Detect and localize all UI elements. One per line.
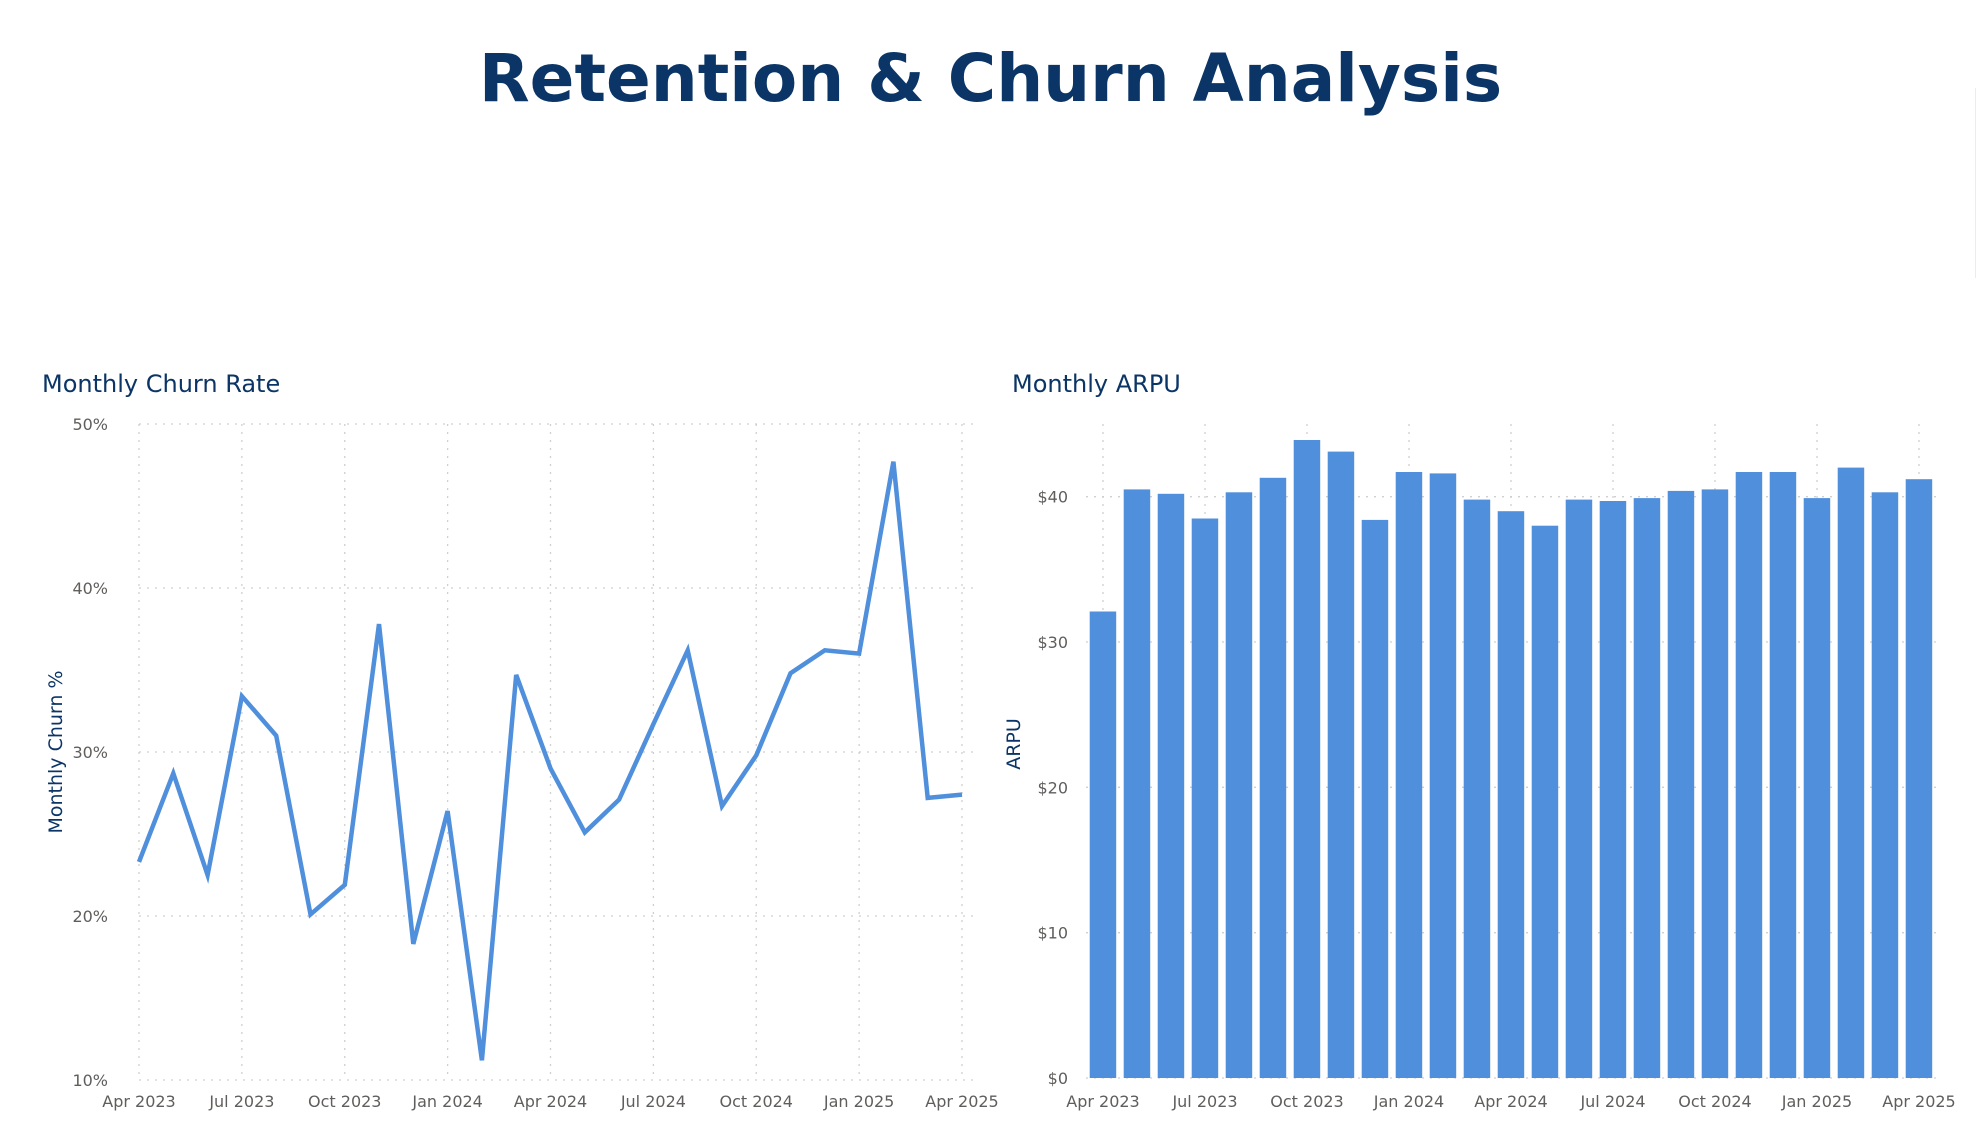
x-tick-label: Jan 2025 <box>1781 1092 1852 1111</box>
x-tick-label: Oct 2024 <box>720 1092 793 1111</box>
arpu-bar <box>1191 518 1219 1078</box>
arpu-bar <box>1565 499 1593 1079</box>
x-tick-label: Jan 2024 <box>411 1092 482 1111</box>
page-title: Retention & Churn Analysis <box>478 40 1503 117</box>
x-tick-label: Oct 2023 <box>1270 1092 1343 1111</box>
x-tick-label: Jul 2023 <box>1171 1092 1237 1111</box>
x-tick-label: Jan 2024 <box>1373 1092 1444 1111</box>
x-tick-label: Apr 2023 <box>1066 1092 1139 1111</box>
x-tick-label: Apr 2024 <box>1474 1092 1547 1111</box>
arpu-bar <box>1293 440 1321 1078</box>
x-tick-label: Apr 2025 <box>1882 1092 1955 1111</box>
panel-divider <box>1975 88 1976 278</box>
arpu-bar <box>1905 479 1933 1078</box>
y-tick-label: 10% <box>72 1071 108 1090</box>
arpu-bar <box>1361 519 1389 1078</box>
x-tick-label: Jul 2024 <box>620 1092 686 1111</box>
arpu-bar <box>1531 525 1559 1078</box>
arpu-bar <box>1089 611 1117 1078</box>
x-tick-label: Apr 2023 <box>102 1092 175 1111</box>
x-tick-label: Apr 2024 <box>514 1092 587 1111</box>
arpu-bar <box>1157 493 1185 1078</box>
arpu-bar <box>1327 451 1355 1079</box>
x-tick-label: Jan 2025 <box>823 1092 894 1111</box>
y-tick-label: 20% <box>72 907 108 926</box>
x-tick-label: Apr 2025 <box>925 1092 998 1111</box>
arpu-bar <box>1497 511 1525 1078</box>
churn-series-line <box>136 461 963 1061</box>
arpu-bar <box>1395 472 1423 1078</box>
x-tick-label: Jul 2023 <box>208 1092 274 1111</box>
y-tick-label: $30 <box>1037 633 1068 652</box>
churn-line-chart: 10% 20% 30% 40% 50% Apr 2023 Jul 2023 Oct 2023 J… <box>45 415 999 1111</box>
arpu-bar <box>1871 492 1899 1078</box>
arpu-bar <box>1429 473 1457 1078</box>
arpu-bar <box>1735 472 1763 1078</box>
churn-chart-title: Monthly Churn Rate <box>42 370 281 398</box>
x-tick-label: Jul 2024 <box>1579 1092 1645 1111</box>
arpu-bar <box>1701 489 1729 1078</box>
arpu-bar <box>1633 498 1661 1079</box>
arpu-bar <box>1769 472 1797 1078</box>
y-tick-label: 30% <box>72 743 108 762</box>
arpu-bar <box>1599 501 1627 1078</box>
arpu-bar <box>1803 498 1831 1079</box>
x-tick-label: Oct 2023 <box>308 1092 381 1111</box>
y-axis-title: Monthly Churn % <box>45 670 67 833</box>
arpu-chart-title: Monthly ARPU <box>1012 370 1181 398</box>
arpu-bar-chart: Apr 2023 Jul 2023 Oct 2023 Jan 2024 Apr 2024… <box>1003 424 1956 1111</box>
y-tick-label: 40% <box>72 579 108 598</box>
y-tick-label: $10 <box>1037 924 1068 943</box>
arpu-bar <box>1837 467 1865 1079</box>
arpu-bar <box>1667 490 1695 1078</box>
arpu-bar <box>1225 492 1253 1078</box>
y-tick-label: $20 <box>1037 778 1068 797</box>
arpu-bar <box>1123 489 1151 1078</box>
y-axis-title: ARPU <box>1003 718 1025 770</box>
arpu-bar <box>1259 477 1287 1078</box>
y-tick-label: 50% <box>72 415 108 434</box>
x-tick-label: Oct 2024 <box>1678 1092 1751 1111</box>
y-tick-label: $40 <box>1037 488 1068 507</box>
arpu-bar <box>1463 499 1491 1079</box>
y-tick-label: $0 <box>1048 1069 1068 1088</box>
